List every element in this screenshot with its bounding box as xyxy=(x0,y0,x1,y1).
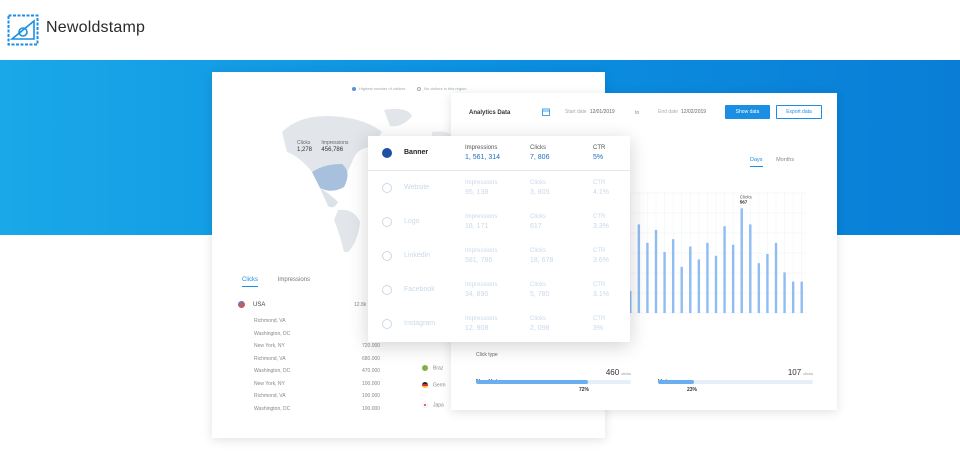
date-separator: to xyxy=(635,110,640,116)
progress-bar-non-unique xyxy=(476,380,588,384)
chart-bar xyxy=(766,253,769,313)
chart-annotation-value: 567 xyxy=(740,199,748,204)
chart-bar xyxy=(749,224,752,313)
chart-bar xyxy=(783,272,786,313)
germany-flag-icon xyxy=(422,382,428,388)
click-type-label: Click type xyxy=(476,352,498,358)
facebook-icon xyxy=(382,285,392,295)
channel-row-instagram[interactable]: Instagram Impressions 12, 908 Clicks 2, 09… xyxy=(368,307,630,341)
chart-annotation-label: Clicks xyxy=(740,194,753,199)
linkedin-icon xyxy=(382,251,392,261)
logo-icon xyxy=(382,217,392,227)
chart-bar xyxy=(663,252,666,313)
country-row-usa[interactable]: USA xyxy=(238,301,265,308)
chart-bar xyxy=(654,229,658,313)
list-value: 720.000 xyxy=(362,343,381,349)
chart-bar xyxy=(714,255,718,313)
map-legend-none: No visitors in this region xyxy=(417,86,466,91)
channel-row-website[interactable]: Website Impressions 95, 138 Clicks 3, 805 … xyxy=(368,171,630,205)
export-data-button[interactable]: Export data xyxy=(776,105,822,119)
chart-bar xyxy=(689,246,692,313)
city-values: 720.000 680.000 470.000 100.000 100.000 … xyxy=(362,318,402,418)
city-list: Richmond, VA Washington, DC New York, NY… xyxy=(254,318,384,418)
tab-days[interactable]: Days xyxy=(750,157,763,167)
country-row-brazil[interactable]: Braz xyxy=(422,365,443,371)
chart-bar xyxy=(774,242,778,313)
end-date-field[interactable]: End date 12/02/2019 xyxy=(658,109,707,115)
chart-bar xyxy=(800,281,803,313)
brazil-flag-icon xyxy=(422,365,428,371)
map-tooltip: Clicks 1,278 Impressions 456,786 xyxy=(297,140,349,153)
chart-bar xyxy=(646,242,649,313)
list-item: New York, NY xyxy=(254,343,285,349)
channel-row-logo[interactable]: Logo Impressions 18, 171 Clicks 617 CTR 3.3… xyxy=(368,205,630,239)
calendar-icon[interactable] xyxy=(542,108,550,116)
country-total: 12.8k xyxy=(354,302,367,308)
chart-bar xyxy=(740,208,743,313)
chart-bar xyxy=(723,226,726,313)
chart-bar xyxy=(791,281,795,313)
list-value: 470.000 xyxy=(362,368,381,374)
list-item: New York, NY xyxy=(254,380,285,387)
tab-clicks[interactable]: Clicks xyxy=(242,277,258,287)
country-row-japan[interactable]: Japa xyxy=(422,402,444,408)
usa-flag-icon xyxy=(238,301,245,308)
japan-flag-icon xyxy=(422,402,428,408)
globe-icon xyxy=(382,183,392,193)
list-value: 100.000 xyxy=(362,380,381,387)
chart-bar xyxy=(680,266,683,313)
period-tabs: Days Months xyxy=(750,157,806,167)
chart-bar xyxy=(637,224,641,313)
tab-impressions[interactable]: Impressions xyxy=(277,277,311,283)
banner-icon xyxy=(382,148,392,158)
list-item: Richmond, VA xyxy=(254,355,286,362)
map-legend-high: Highest number of visitors xyxy=(352,86,405,91)
chart-bar xyxy=(697,259,701,313)
list-item: Washington, DC xyxy=(254,368,291,374)
top-bar: Newoldstamp xyxy=(0,0,960,60)
chart-bar xyxy=(629,290,632,313)
channel-row-linkedin[interactable]: Linkedin Impressions 581, 786 Clicks 18, 6… xyxy=(368,239,630,273)
newoldstamp-logo-icon[interactable] xyxy=(7,14,39,46)
progress-bar-unique xyxy=(658,380,694,384)
analytics-title: Analytics Data xyxy=(469,110,511,116)
list-value: 100.000 xyxy=(362,405,381,412)
list-item: Richmond, VA xyxy=(254,318,286,324)
chart-bar xyxy=(671,239,675,313)
tab-months[interactable]: Months xyxy=(776,157,795,163)
instagram-icon xyxy=(382,319,392,329)
geo-tabs: Clicks Impressions xyxy=(242,277,328,287)
list-value: 680.000 xyxy=(362,355,381,362)
channel-row-banner[interactable]: Banner Impressions 1, 561, 314 Clicks 7, 8… xyxy=(368,136,630,170)
chart-bar xyxy=(706,242,709,313)
show-data-button[interactable]: Show data xyxy=(725,105,770,119)
brand-name[interactable]: Newoldstamp xyxy=(46,19,146,36)
start-date-field[interactable]: Start date 12/01/2019 xyxy=(565,109,615,115)
chart-bar xyxy=(731,244,735,313)
list-item: Washington, DC xyxy=(254,405,291,412)
list-item: Washington, DC xyxy=(254,330,291,337)
list-item: Richmond, VA xyxy=(254,393,286,399)
divider xyxy=(368,170,630,171)
channel-stats-popup: Banner Impressions 1, 561, 314 Clicks 7, 8… xyxy=(368,136,630,342)
chart-bar xyxy=(757,263,761,313)
list-value: 100.000 xyxy=(362,393,381,399)
channel-row-facebook[interactable]: Facebook Impressions 34, 890 Clicks 5, 780… xyxy=(368,273,630,307)
country-row-germany[interactable]: Germ xyxy=(422,382,446,388)
